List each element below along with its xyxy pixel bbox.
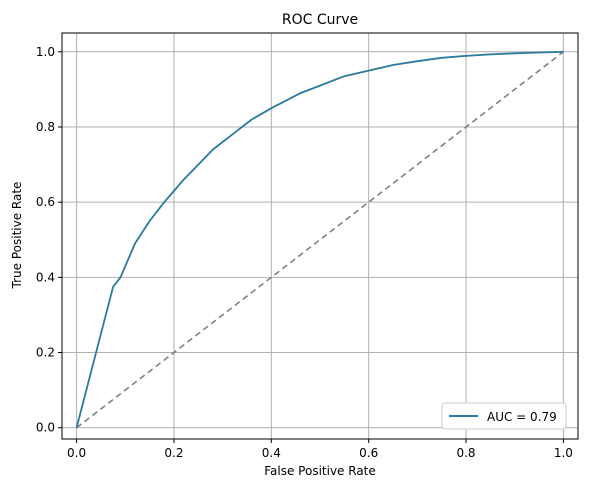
x-tick-label: 0.8 (456, 446, 475, 460)
legend: AUC = 0.79 (441, 402, 567, 430)
grid-lines (62, 33, 578, 439)
y-tick-label: 1.0 (36, 45, 55, 59)
x-tick-label: 0.0 (67, 446, 86, 460)
roc-curve-line (75, 50, 564, 428)
y-tick-label: 0.8 (36, 120, 55, 134)
x-tick-label: 0.2 (164, 446, 183, 460)
legend-label: AUC = 0.79 (487, 410, 557, 424)
x-tick-label: 0.4 (262, 446, 281, 460)
series-lines (75, 50, 564, 429)
x-tick-label: 0.6 (359, 446, 378, 460)
legend-box (441, 402, 567, 430)
y-tick-label: 0.4 (36, 270, 55, 284)
x-tick-label: 1.0 (554, 446, 573, 460)
y-tick-label: 0.0 (36, 421, 55, 435)
y-tick-label: 0.2 (36, 346, 55, 360)
axis-ticks: 0.0 0.2 0.4 0.6 0.8 1.0 0.0 0.2 0.4 0.6 0.8 1.0 (36, 45, 573, 460)
y-tick-label: 0.6 (36, 195, 55, 209)
chance-diagonal-line (76, 51, 564, 429)
chart-title: ROC Curve (282, 12, 358, 28)
y-axis-label: True Positive Rate (10, 182, 24, 290)
x-axis-label: False Positive Rate (264, 464, 376, 478)
plot-frame (61, 32, 579, 440)
